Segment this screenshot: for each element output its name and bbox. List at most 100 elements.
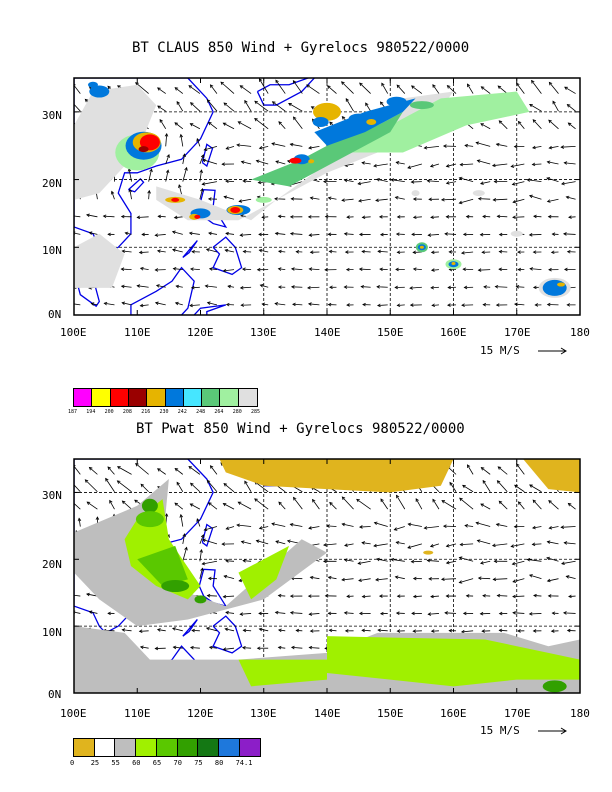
panel-title: BT Pwat 850 Wind + Gyrelocs 980522/0000 [136,421,465,437]
wind-arrow-head [244,480,248,485]
wind-arrow-head [110,190,115,195]
wind-arrow [396,495,406,510]
wind-arrow-head [135,82,139,86]
wind-arrow [462,484,474,493]
wind-arrow [275,540,286,545]
wind-arrow [511,543,525,547]
wind-arrow-head [356,498,360,503]
wind-arrow [291,646,303,649]
wind-arrow-head [564,267,568,272]
wind-arrow-head [199,548,203,553]
wind-arrow-head [440,577,445,582]
wind-arrow-head [138,629,143,634]
wind-arrow-head [136,215,141,220]
wind-arrow [174,502,184,510]
wind-arrow-head [480,181,484,185]
wind-arrow [395,576,405,580]
shaded-area [451,262,456,266]
wind-arrow-head [261,215,265,219]
shaded-area [171,197,180,202]
wind-arrow-head [200,154,205,158]
colorbar-swatch [219,388,240,407]
wind-arrow [482,480,491,492]
wind-arrow-head [290,645,295,650]
shaded-area [135,511,164,528]
wind-arrow-head [566,628,571,633]
wind-arrow-head [395,267,399,272]
wind-arrow-head [497,85,502,89]
wind-arrow [74,611,81,614]
colorbar-label: 55 [111,759,120,767]
wind-arrow [86,593,98,597]
wind-arrow-head [223,483,228,487]
wind-arrow [174,87,184,94]
x-tick: 110E [124,707,151,720]
wind-arrow-head [309,629,314,633]
wind-arrow-head [70,481,73,484]
wind-arrow-head [426,179,431,183]
wind-arrow [431,269,439,271]
wind-arrow-head [206,99,211,103]
wind-arrow [202,539,218,545]
wind-arrow-head [378,215,383,219]
wind-arrow-head [277,214,282,219]
wind-arrow-head [224,248,229,253]
wind-arrow-head [223,574,228,579]
wind-arrow [430,163,440,167]
wind-arrow-head [242,179,246,183]
wind-arrow-head [358,578,362,582]
wind-arrow-head [529,484,533,488]
wind-arrow-head [70,647,73,650]
wind-arrow [432,304,439,306]
wind-arrow-head [390,178,395,182]
wind-arrow [210,465,218,475]
wind-arrow-head [358,198,362,203]
wind-arrow-head [149,168,153,173]
wind-arrow [240,286,252,289]
wind-arrow [459,198,474,204]
wind-arrow [262,303,269,306]
wind-arrow-head [479,232,484,237]
wind-arrow [477,160,491,165]
wind-arrow [188,85,201,94]
wind-arrow [86,501,98,510]
wind-arrow [548,500,559,510]
wind-arrow [157,468,166,475]
wind-arrow [430,595,439,598]
wind-arrow-head [565,575,570,579]
shaded-area [348,113,369,124]
wind-arrow-head [482,302,487,307]
colorbar-label: 80 [214,759,224,767]
wind-arrow-head [517,501,522,505]
wind-arrow [512,578,525,583]
wind-arrow [165,133,168,147]
wind-arrow [271,523,286,527]
wind-arrow [566,196,576,200]
wind-arrow-head [445,594,450,598]
shaded-area [386,96,407,107]
wind-arrow-head [394,196,399,200]
wind-arrow-head [492,198,497,202]
shaded-area [161,580,190,593]
shaded-area [238,545,290,600]
wind-arrow-head [208,267,213,271]
wind-arrow [344,612,354,614]
wind-arrow [327,85,337,94]
wind-arrow-head [482,479,486,484]
wind-arrow [208,232,218,235]
wind-arrow-head [510,544,515,548]
colorbar-swatch [197,738,220,757]
wind-arrow-head [462,267,467,272]
wind-arrow [254,118,269,130]
x-tick: 100E [60,707,87,720]
wind-arrow [549,82,559,94]
wind-arrow-head [465,594,470,598]
wind-arrow [174,216,183,219]
wind-arrow [493,198,508,201]
wind-arrow-head [379,267,383,272]
wind-arrow [496,143,508,147]
wind-arrow [547,161,559,165]
wind-arrow-head [77,517,82,522]
wind-arrow-head [139,266,144,271]
wind-arrow-head [376,178,380,182]
